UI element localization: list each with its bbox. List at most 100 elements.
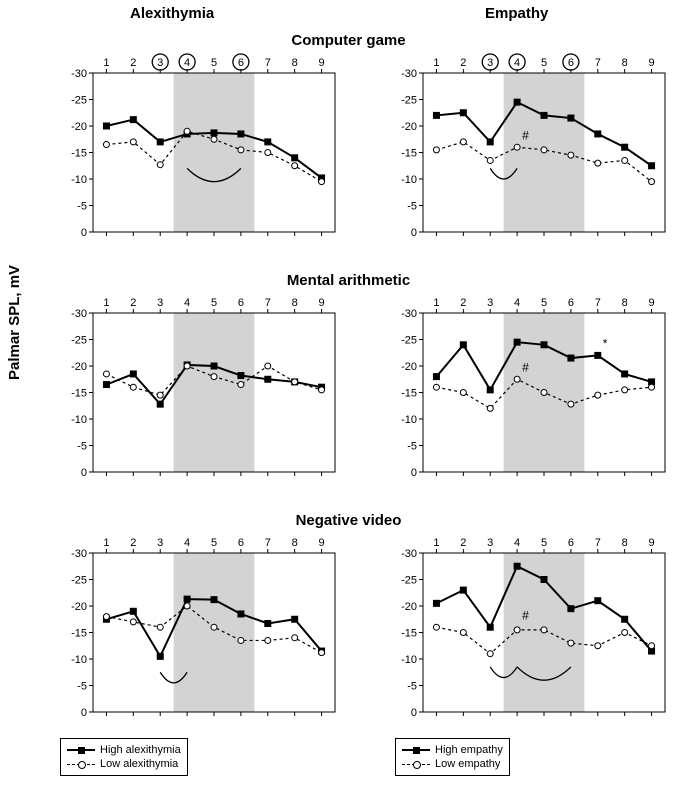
svg-text:6: 6 <box>238 537 244 549</box>
svg-text:9: 9 <box>648 57 654 69</box>
svg-text:8: 8 <box>292 57 298 69</box>
svg-text:5: 5 <box>211 297 217 309</box>
svg-text:-5: -5 <box>407 441 417 453</box>
svg-text:-30: -30 <box>71 68 87 80</box>
col-title-left: Alexithymia <box>130 5 214 22</box>
svg-text:-10: -10 <box>71 174 87 186</box>
svg-text:9: 9 <box>318 537 324 549</box>
row-title-1: Mental arithmetic <box>0 272 697 289</box>
legend-marker-dash <box>402 764 430 765</box>
svg-text:7: 7 <box>595 57 601 69</box>
svg-text:3: 3 <box>157 57 163 69</box>
svg-text:1: 1 <box>433 57 439 69</box>
svg-text:-5: -5 <box>407 681 417 693</box>
legend-label-low: Low empathy <box>435 758 500 770</box>
svg-text:3: 3 <box>487 57 493 69</box>
svg-text:-5: -5 <box>407 201 417 213</box>
svg-text:#: # <box>522 360 529 374</box>
svg-text:#: # <box>522 608 529 622</box>
svg-text:-30: -30 <box>401 308 417 320</box>
svg-text:6: 6 <box>568 297 574 309</box>
svg-text:-25: -25 <box>401 575 417 587</box>
svg-text:9: 9 <box>648 537 654 549</box>
svg-text:9: 9 <box>318 57 324 69</box>
svg-text:5: 5 <box>211 537 217 549</box>
svg-text:-5: -5 <box>77 441 87 453</box>
svg-text:7: 7 <box>595 537 601 549</box>
svg-text:7: 7 <box>265 537 271 549</box>
svg-text:-30: -30 <box>401 68 417 80</box>
svg-text:6: 6 <box>238 57 244 69</box>
svg-text:-10: -10 <box>71 654 87 666</box>
legend-right: High empathy Low empathy <box>395 738 510 776</box>
svg-text:4: 4 <box>184 57 190 69</box>
svg-text:-20: -20 <box>401 601 417 613</box>
svg-text:-15: -15 <box>71 388 87 400</box>
svg-text:1: 1 <box>103 537 109 549</box>
svg-text:4: 4 <box>514 537 520 549</box>
svg-text:-5: -5 <box>77 201 87 213</box>
legend-marker-solid <box>67 749 95 751</box>
svg-text:2: 2 <box>130 297 136 309</box>
col-title-right: Empathy <box>485 5 548 22</box>
svg-text:8: 8 <box>622 297 628 309</box>
svg-text:6: 6 <box>238 297 244 309</box>
y-axis-label: Palmar SPL, mV <box>6 265 23 380</box>
svg-text:2: 2 <box>460 537 466 549</box>
svg-text:0: 0 <box>81 707 87 719</box>
svg-text:-15: -15 <box>71 148 87 160</box>
row-title-2: Negative video <box>0 512 697 529</box>
svg-text:0: 0 <box>411 707 417 719</box>
svg-text:#: # <box>522 128 529 142</box>
legend-marker-solid <box>402 749 430 751</box>
svg-text:9: 9 <box>648 297 654 309</box>
svg-text:-15: -15 <box>71 628 87 640</box>
svg-text:-10: -10 <box>401 654 417 666</box>
svg-text:1: 1 <box>103 57 109 69</box>
svg-text:2: 2 <box>460 297 466 309</box>
svg-text:3: 3 <box>487 537 493 549</box>
svg-text:5: 5 <box>541 537 547 549</box>
legend-left: High alexithymia Low alexithymia <box>60 738 188 776</box>
svg-text:-25: -25 <box>71 95 87 107</box>
legend-label-high: High alexithymia <box>100 744 181 756</box>
svg-text:-25: -25 <box>401 95 417 107</box>
svg-text:0: 0 <box>81 227 87 239</box>
svg-text:-10: -10 <box>401 174 417 186</box>
svg-text:1: 1 <box>103 297 109 309</box>
svg-text:5: 5 <box>211 57 217 69</box>
svg-text:-30: -30 <box>401 548 417 560</box>
svg-text:7: 7 <box>595 297 601 309</box>
svg-text:4: 4 <box>184 537 190 549</box>
svg-text:4: 4 <box>514 297 520 309</box>
svg-text:8: 8 <box>622 57 628 69</box>
svg-text:-15: -15 <box>401 388 417 400</box>
svg-text:3: 3 <box>157 537 163 549</box>
svg-text:4: 4 <box>184 297 190 309</box>
svg-text:7: 7 <box>265 57 271 69</box>
legend-label-high: High empathy <box>435 744 503 756</box>
svg-text:0: 0 <box>411 467 417 479</box>
svg-text:2: 2 <box>130 537 136 549</box>
svg-text:1: 1 <box>433 537 439 549</box>
svg-text:-20: -20 <box>71 121 87 133</box>
svg-text:0: 0 <box>411 227 417 239</box>
svg-text:-20: -20 <box>401 361 417 373</box>
svg-text:5: 5 <box>541 297 547 309</box>
svg-text:6: 6 <box>568 537 574 549</box>
svg-text:6: 6 <box>568 57 574 69</box>
svg-text:2: 2 <box>130 57 136 69</box>
svg-text:9: 9 <box>318 297 324 309</box>
svg-text:8: 8 <box>292 537 298 549</box>
svg-text:5: 5 <box>541 57 547 69</box>
svg-text:-5: -5 <box>77 681 87 693</box>
svg-text:-30: -30 <box>71 548 87 560</box>
row-title-0: Computer game <box>0 32 697 49</box>
figure: Alexithymia Empathy Computer game Mental… <box>0 0 697 784</box>
svg-text:0: 0 <box>81 467 87 479</box>
legend-label-low: Low alexithymia <box>100 758 178 770</box>
svg-text:-25: -25 <box>401 335 417 347</box>
svg-text:-25: -25 <box>71 335 87 347</box>
svg-text:-25: -25 <box>71 575 87 587</box>
svg-text:3: 3 <box>487 297 493 309</box>
